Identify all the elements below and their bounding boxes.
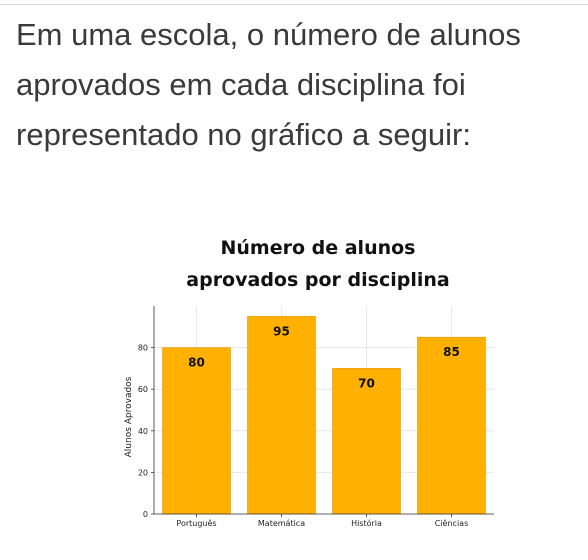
chart-title-line-2: aprovados por disciplina: [186, 269, 449, 291]
bar-matematica: [247, 316, 316, 515]
x-tick-label: Português: [176, 518, 216, 528]
y-tick-label: 80: [138, 344, 148, 353]
data-label: 70: [358, 376, 375, 390]
x-tick-label: Matemática: [258, 519, 305, 528]
bar-historia: [332, 368, 401, 515]
x-tick-label: História: [351, 518, 382, 528]
bar-layer: 80 95 70 85: [162, 316, 486, 515]
y-tick-label: 40: [138, 427, 148, 436]
x-tick-label: Ciências: [435, 518, 469, 528]
y-tick-label: 60: [138, 385, 148, 394]
chart-title-line-1: Número de alunos: [220, 237, 415, 259]
y-tick-label: 20: [138, 468, 148, 477]
bar-portugues: [162, 347, 231, 515]
data-label: 85: [443, 345, 460, 359]
bar-chart-svg: Número de alunos aprovados por disciplin…: [124, 237, 494, 528]
data-label: 95: [273, 324, 290, 338]
data-label: 80: [188, 356, 205, 370]
y-tick-label: 0: [143, 510, 148, 519]
y-axis-label: Alunos Aprovados: [124, 376, 134, 457]
question-text: Em uma escola, o número de alunos aprova…: [16, 17, 521, 152]
axis-layer: 0 20 40 60 80 Português Matemática História Ciên…: [138, 306, 494, 528]
bar-ciencias: [417, 336, 486, 515]
bar-chart: Número de alunos aprovados por disciplin…: [110, 230, 500, 536]
top-divider: [0, 4, 588, 5]
